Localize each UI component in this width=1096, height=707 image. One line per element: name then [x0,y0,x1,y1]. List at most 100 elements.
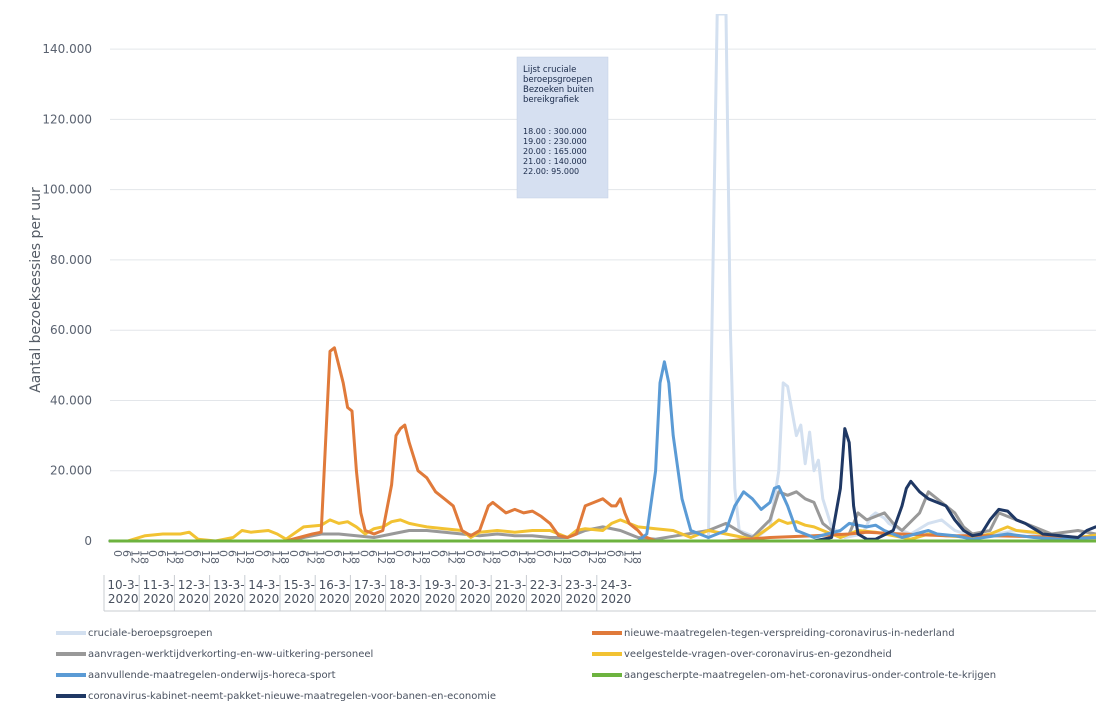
hour-tick-label: 0 [217,550,230,557]
hour-tick-label: 6 [577,550,590,557]
hour-tick-label: 6 [225,550,238,557]
series-line-aanvragen-werktijdverkorting-en-ww-uitkering-personeel [108,490,1096,543]
annotation-title-line: beroepsgroepen [523,75,592,85]
hour-tick-label: 6 [507,550,520,557]
hour-tick-label: 6 [331,550,344,557]
date-label: 23-3-2020 [565,578,597,606]
y-tick-label: 20.000 [50,464,92,478]
hour-tick-label: 18 [384,550,397,564]
hour-tick-label: 12 [410,550,423,564]
series-line-nieuwe-maatregelen-tegen-verspreiding-coronavirus-in-nederland [108,346,1096,543]
hour-tick-label: 12 [129,550,142,564]
hour-tick-label: 18 [349,550,362,564]
y-tick-label: 80.000 [50,253,92,267]
hour-tick-label: 12 [586,550,599,564]
hour-tick-label: 12 [445,550,458,564]
hour-tick-label: 12 [621,550,634,564]
date-label: 24-3-2020 [600,578,632,606]
date-label: 14-3-2020 [248,578,280,606]
hour-tick-label: 6 [190,550,203,557]
hour-tick-label: 6 [296,550,309,557]
hour-tick-label: 12 [340,550,353,564]
hour-tick-label: 12 [269,550,282,564]
date-label: 21-3-2020 [495,578,527,606]
hour-tick-label: 0 [463,550,476,557]
hour-tick-label: 12 [164,550,177,564]
hour-tick-label: 18 [278,550,291,564]
hour-tick-label: 0 [498,550,511,557]
hour-tick-label: 18 [208,550,221,564]
annotation-value-line: 20.00 : 165.000 [523,147,587,156]
annotation-title-line: Bezoeken buiten [523,85,594,95]
series-line-coronavirus-kabinet-neemt-pakket-nieuwe-maatregelen-voor-banen-en-economie [108,427,1096,543]
y-tick-label: 120.000 [42,112,92,126]
annotation-value-line: 18.00 : 300.000 [523,127,587,136]
date-label: 22-3-2020 [530,578,562,606]
y-tick-label: 0 [84,534,92,548]
y-tick-label: 140.000 [42,42,92,56]
hour-tick-label: 6 [613,550,626,557]
hour-tick-label: 18 [454,550,467,564]
legend-label: aanvullende-maatregelen-onderwijs-horeca… [88,670,336,681]
hour-tick-label: 12 [305,550,318,564]
date-label: 15-3-2020 [283,578,315,606]
hour-tick-label: 0 [111,550,124,557]
date-label: 19-3-2020 [424,578,456,606]
hour-tick-label: 0 [181,550,194,557]
y-axis-label: Aantal bezoeksessies per uur [28,187,44,393]
hour-tick-label: 0 [357,550,370,557]
hour-tick-label: 18 [525,550,538,564]
annotation-value-line: 21.00 : 140.000 [523,157,587,166]
hour-tick-label: 18 [313,550,326,564]
series-line-cruciale-beroepsgroepen [662,14,1096,543]
annotation-value-line: 22.00: 95.000 [523,167,579,176]
hour-tick-label: 18 [419,550,432,564]
hour-tick-label: 18 [173,550,186,564]
date-label: 10-3-2020 [107,578,139,606]
hour-tick-label: 18 [560,550,573,564]
legend-label: cruciale-beroepsgroepen [88,628,212,639]
legend-label: aangescherpte-maatregelen-om-het-coronav… [624,670,996,681]
hour-tick-label: 6 [542,550,555,557]
annotation-box [516,56,609,199]
y-tick-label: 100.000 [42,183,92,197]
hour-tick-label: 18 [630,550,643,564]
hour-tick-label: 0 [287,550,300,557]
date-label: 13-3-2020 [213,578,245,606]
series-line-aanvullende-maatregelen-onderwijs-horeca-sport [108,360,1096,543]
hour-tick-label: 18 [595,550,608,564]
hour-tick-label: 0 [252,550,265,557]
hour-tick-label: 12 [234,550,247,564]
hour-tick-label: 0 [533,550,546,557]
hour-tick-label: 12 [551,550,564,564]
date-label: 16-3-2020 [319,578,351,606]
hour-tick-label: 12 [375,550,388,564]
legend-label: nieuwe-maatregelen-tegen-verspreiding-co… [624,628,955,639]
hour-tick-label: 18 [137,550,150,564]
y-tick-label: 60.000 [50,323,92,337]
annotation-value-line: 19.00 : 230.000 [523,137,587,146]
hour-tick-label: 18 [243,550,256,564]
hour-tick-label: 0 [393,550,406,557]
legend-label: coronavirus-kabinet-neemt-pakket-nieuwe-… [88,691,496,702]
hour-tick-label: 0 [569,550,582,557]
hour-tick-label: 12 [199,550,212,564]
hour-tick-label: 18 [489,550,502,564]
date-label: 11-3-2020 [143,578,175,606]
y-tick-label: 40.000 [50,393,92,407]
hour-tick-label: 0 [146,550,159,557]
series-line-aangescherpte-maatregelen-om-het-coronavirus-onder-controle-te-krijgen [108,539,1096,543]
date-label: 18-3-2020 [389,578,421,606]
hour-tick-label: 12 [481,550,494,564]
hour-tick-label: 6 [366,550,379,557]
date-label: 17-3-2020 [354,578,386,606]
legend-label: veelgestelde-vragen-over-coronavirus-en-… [624,649,892,660]
hour-tick-label: 6 [261,550,274,557]
hour-tick-label: 6 [437,550,450,557]
hour-tick-label: 0 [428,550,441,557]
date-label: 12-3-2020 [178,578,210,606]
date-label: 20-3-2020 [459,578,491,606]
hour-tick-label: 6 [120,550,133,557]
series-line-veelgestelde-vragen-over-coronavirus-en-gezondheid [108,518,1096,543]
